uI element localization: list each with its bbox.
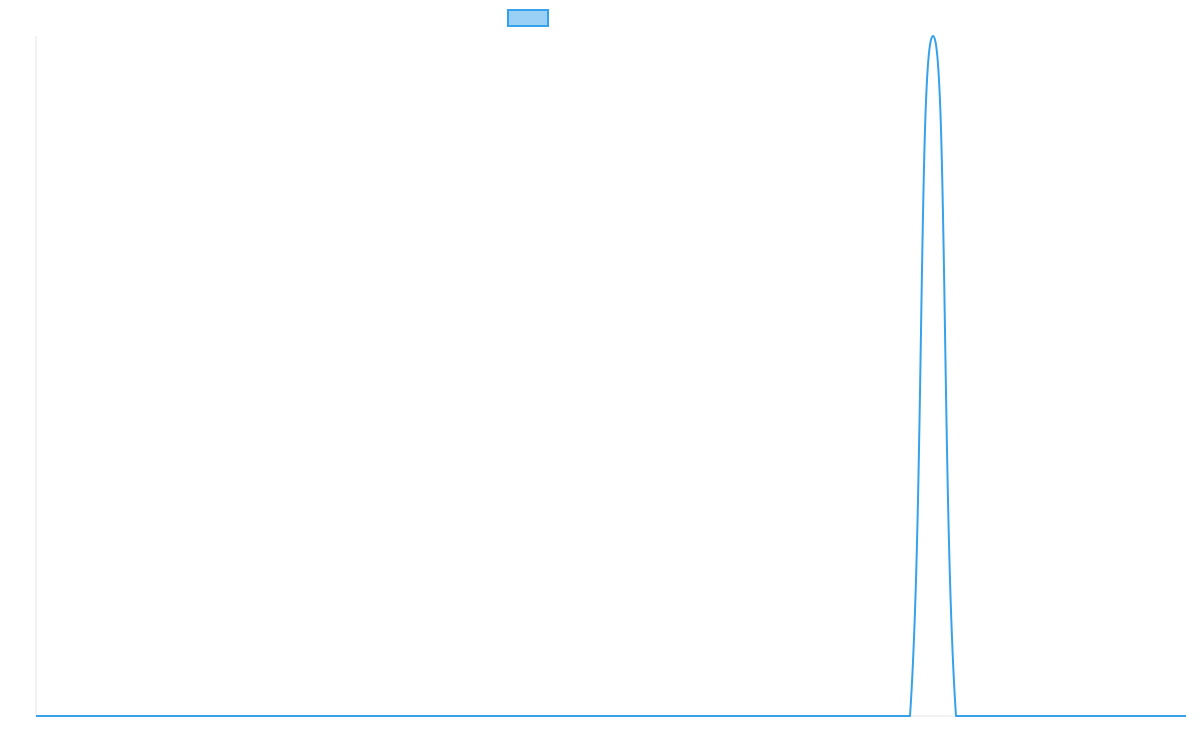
series-layer [36,35,1186,717]
legend-swatch-0[interactable] [507,9,549,27]
axes [35,36,1186,717]
series-line-0 [36,35,1186,717]
legend[interactable] [507,9,549,27]
